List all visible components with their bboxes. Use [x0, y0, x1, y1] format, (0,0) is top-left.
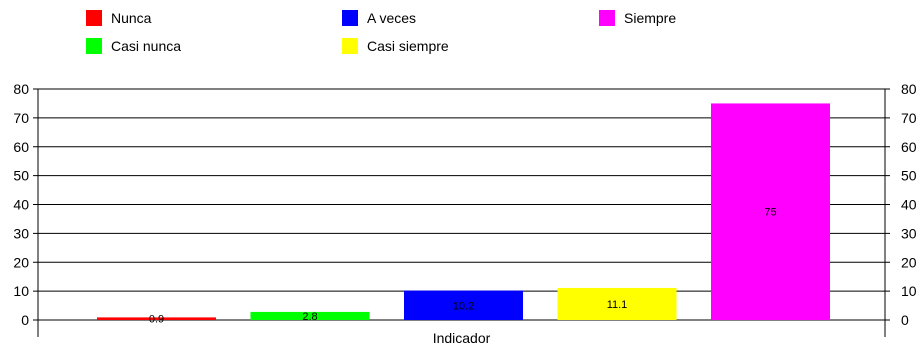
y-tick-label-right: 70: [901, 110, 917, 126]
data-labels: 0.9 2.8 10.2 11.1 75: [149, 207, 777, 326]
legend-label: Nunca: [111, 10, 152, 26]
legend: Nunca Casi nunca A veces Casi siempre Siempr…: [86, 10, 676, 54]
axes: 0 0 10 10 20 20 30 30 40 40 50 50 60 60 70 70 80 80: [13, 81, 917, 337]
data-label-casi-nunca: 2.8: [302, 311, 317, 323]
gridlines: [38, 88, 885, 321]
y-tick-label-right: 40: [901, 197, 917, 213]
y-tick-label-right: 0: [901, 312, 909, 328]
bar-a-veces: [404, 290, 523, 320]
legend-label: Siempre: [624, 10, 676, 26]
bar-casi-siempre: [557, 287, 677, 320]
y-tick-label-left: 40: [13, 197, 29, 213]
legend-swatch: [86, 10, 102, 26]
legend-item-siempre: Siempre: [599, 10, 676, 26]
bar-siempre: [711, 103, 830, 320]
x-axis-label: Indicador: [433, 330, 491, 346]
legend-item-casi-nunca: Casi nunca: [86, 38, 181, 54]
data-label-casi-siempre: 11.1: [607, 299, 628, 311]
bars: [97, 103, 830, 320]
y-tick-label-right: 50: [901, 168, 917, 184]
data-label-a-veces: 10.2: [453, 300, 474, 312]
y-tick-label-right: 60: [901, 139, 917, 155]
legend-label: Casi nunca: [111, 38, 181, 54]
y-tick-label-right: 80: [901, 81, 917, 97]
y-tick-label-left: 70: [13, 110, 29, 126]
y-tick-label-left: 20: [13, 254, 29, 270]
bar-casi-nunca: [250, 311, 370, 320]
y-tick-label-right: 20: [901, 254, 917, 270]
legend-label: A veces: [367, 10, 416, 26]
y-tick-label-left: 50: [13, 168, 29, 184]
y-tick-label-left: 0: [21, 312, 29, 328]
legend-swatch: [86, 38, 102, 54]
legend-label: Casi siempre: [367, 38, 449, 54]
data-label-siempre: 75: [764, 207, 776, 219]
bar-nunca: [97, 317, 216, 320]
legend-item-a-veces: A veces: [342, 10, 416, 26]
legend-item-nunca: Nunca: [86, 10, 152, 26]
y-tick-label-right: 30: [901, 225, 917, 241]
y-tick-label-left: 10: [13, 283, 29, 299]
legend-swatch: [342, 38, 358, 54]
y-tick-label-right: 10: [901, 283, 917, 299]
data-label-nunca: 0.9: [149, 314, 164, 326]
y-tick-label-left: 80: [13, 81, 29, 97]
legend-item-casi-siempre: Casi siempre: [342, 38, 449, 54]
legend-swatch: [342, 10, 358, 26]
legend-swatch: [599, 10, 615, 26]
y-tick-label-left: 30: [13, 225, 29, 241]
y-tick-label-left: 60: [13, 139, 29, 155]
